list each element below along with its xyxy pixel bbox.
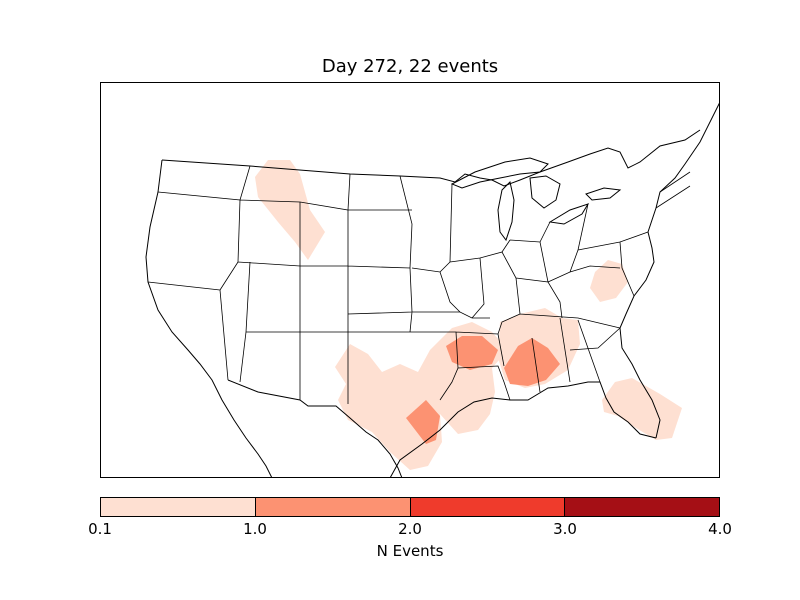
canada-us-border	[161, 129, 701, 187]
lake-erie	[548, 203, 590, 225]
map-panel	[100, 82, 720, 478]
colorbar-segment-1	[101, 498, 255, 516]
plot-title: Day 272, 22 events	[321, 56, 499, 77]
map-border	[100, 82, 720, 478]
west-coast	[145, 159, 273, 478]
event-density-layer	[255, 160, 682, 470]
colorbar-tick-label: 4.0	[708, 520, 732, 538]
map-svg	[100, 82, 720, 478]
state-borders	[147, 165, 691, 404]
lake-huron	[529, 175, 561, 209]
density-region-texas-medium	[406, 400, 440, 444]
density-region-alabama-medium	[504, 338, 560, 386]
density-region-arkansas-medium	[446, 336, 498, 370]
colorbar-tick-label: 1.0	[243, 520, 267, 538]
coastline-and-borders	[145, 101, 720, 478]
atlantic-coast	[619, 101, 720, 439]
colorbar-tick-label: 3.0	[553, 520, 577, 538]
colorbar	[100, 497, 720, 517]
density-region-florida	[602, 378, 682, 440]
colorbar-segment-2	[254, 498, 410, 516]
colorbar-segment-4	[564, 498, 719, 516]
colorbar-ticks: 0.1 1.0 2.0 3.0 4.0	[88, 518, 732, 540]
mexico-border	[227, 379, 403, 478]
lake-ontario	[585, 187, 622, 201]
colorbar-label: N Events	[376, 542, 444, 560]
density-region-montana	[255, 160, 325, 260]
density-region-carolinas	[590, 260, 628, 302]
colorbar-segment-3	[409, 498, 565, 516]
colorbar-tick-label: 0.1	[88, 520, 112, 538]
lake-superior	[450, 157, 549, 189]
lake-michigan	[497, 181, 515, 242]
colorbar-tick-label: 2.0	[398, 520, 422, 538]
gulf-coast	[389, 381, 657, 478]
